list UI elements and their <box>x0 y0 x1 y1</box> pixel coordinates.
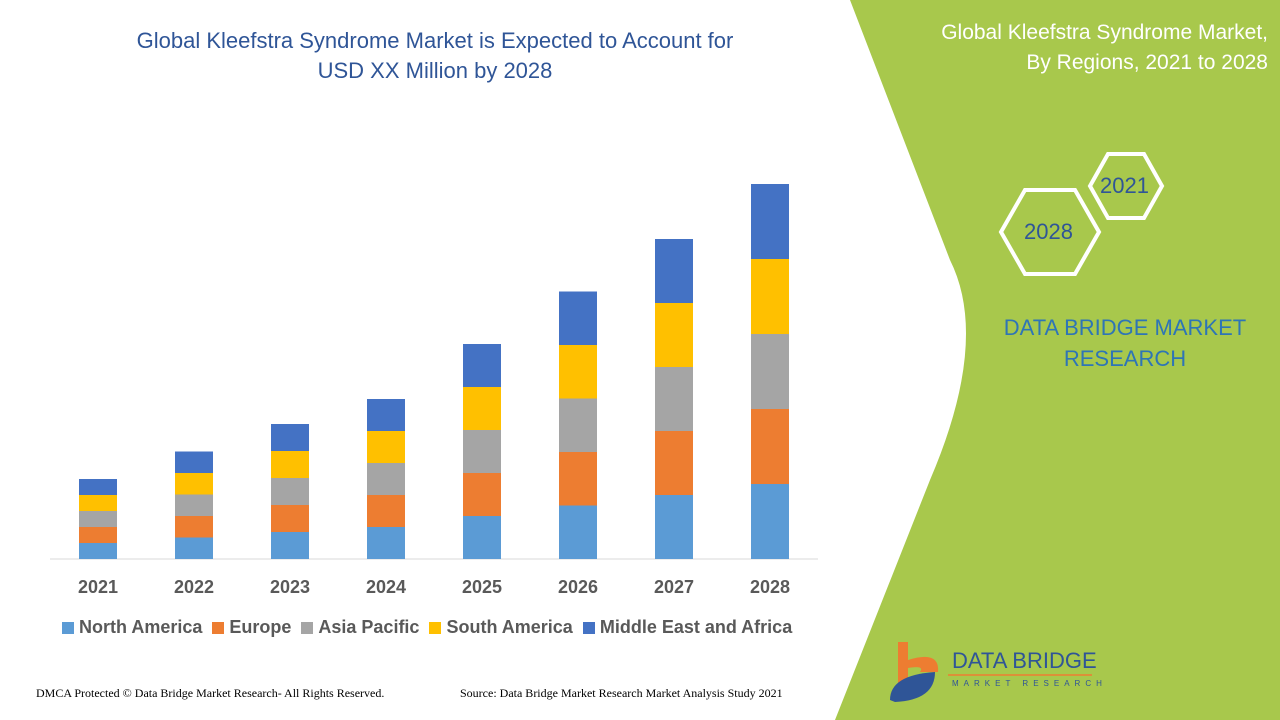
side-title-line-2: By Regions, 2021 to 2028 <box>1026 51 1268 74</box>
source-text: Source: Data Bridge Market Research Mark… <box>460 686 783 700</box>
chart-legend: North America Europe Asia Pacific South Ame… <box>62 617 792 638</box>
bar-segment-2024-south-america <box>367 431 405 463</box>
legend-label: South America <box>446 617 573 637</box>
bar-segment-2021-asia-pacific <box>79 511 117 527</box>
bar-segment-2021-south-america <box>79 495 117 511</box>
legend-item: Middle East and Africa <box>582 617 793 638</box>
x-tick-label: 2022 <box>174 577 214 597</box>
x-tick-label: 2027 <box>654 577 694 597</box>
legend-item: North America <box>62 617 202 638</box>
bar-segment-2026-north-america <box>559 505 597 559</box>
bar-segment-2023-middle-east-and-africa <box>271 424 309 451</box>
bar-segment-2022-middle-east-and-africa <box>175 451 213 473</box>
bar-segment-2028-middle-east-and-africa <box>751 184 789 259</box>
bar-segment-2024-middle-east-and-africa <box>367 399 405 431</box>
bar-segment-2027-middle-east-and-africa <box>655 239 693 303</box>
legend-label: Asia Pacific <box>318 617 420 637</box>
chart-title: Global Kleefstra Syndrome Market is Expe… <box>60 26 810 86</box>
bar-segment-2022-asia-pacific <box>175 494 213 516</box>
legend-swatch <box>62 621 74 634</box>
bar-segment-2023-south-america <box>271 451 309 478</box>
hexagon-2021-icon <box>1087 152 1165 220</box>
bar-segment-2021-europe <box>79 527 117 543</box>
legend-swatch <box>212 621 225 634</box>
legend-swatch <box>582 621 595 634</box>
bar-segment-2028-europe <box>751 409 789 484</box>
x-tick-label: 2021 <box>78 577 118 597</box>
bar-segment-2022-north-america <box>175 537 213 559</box>
bar-segment-2027-asia-pacific <box>655 367 693 431</box>
logo-icon <box>890 642 1092 702</box>
legend-label: Europe <box>229 617 292 637</box>
bar-segment-2028-asia-pacific <box>751 334 789 409</box>
bar-segment-2027-north-america <box>655 495 693 559</box>
hex-label-2021: 2021 <box>1100 173 1149 198</box>
x-tick-label: 2026 <box>558 577 598 597</box>
bar-segment-2026-middle-east-and-africa <box>559 291 597 345</box>
bar-segment-2022-south-america <box>175 473 213 495</box>
x-tick-label: 2028 <box>750 577 790 597</box>
hex-label-2028: 2028 <box>1024 219 1073 244</box>
bar-segment-2021-middle-east-and-africa <box>79 479 117 495</box>
brand-text: DATA BRIDGE MARKET RESEARCH <box>985 312 1265 374</box>
bar-segment-2028-south-america <box>751 259 789 334</box>
bar-segment-2022-europe <box>175 516 213 538</box>
legend-item: Asia Pacific <box>301 617 419 638</box>
bar-segment-2027-europe <box>655 431 693 495</box>
x-tick-label: 2023 <box>270 577 310 597</box>
bar-segment-2026-asia-pacific <box>559 398 597 452</box>
bar-segment-2025-south-america <box>463 387 501 430</box>
side-title-line-1: Global Kleefstra Syndrome Market, <box>941 21 1268 44</box>
bar-segment-2024-north-america <box>367 527 405 559</box>
legend-item: Europe <box>212 617 291 638</box>
bar-segment-2023-north-america <box>271 532 309 559</box>
bar-segment-2025-europe <box>463 473 501 516</box>
legend-label: Middle East and Africa <box>599 617 793 637</box>
green-side-panel <box>835 0 1280 720</box>
title-line-1: Global Kleefstra Syndrome Market is Expe… <box>136 28 734 53</box>
copyright-text: DMCA Protected © Data Bridge Market Rese… <box>36 686 385 700</box>
legend-label: North America <box>79 617 203 637</box>
side-panel-title: Global Kleefstra Syndrome Market, By Reg… <box>868 18 1268 78</box>
title-line-2: USD XX Million by 2028 <box>317 58 553 83</box>
x-tick-label: 2024 <box>366 577 406 597</box>
x-tick-label: 2025 <box>462 577 502 597</box>
bar-segment-2028-north-america <box>751 484 789 559</box>
legend-swatch <box>301 621 314 634</box>
bar-segment-2025-middle-east-and-africa <box>463 344 501 387</box>
bar-segment-2026-europe <box>559 452 597 506</box>
bar-segment-2027-south-america <box>655 303 693 367</box>
bar-segment-2025-asia-pacific <box>463 430 501 473</box>
logo-subtext: MARKET RESEARCH <box>952 679 1107 688</box>
brand-line-1: DATA BRIDGE MARKET <box>1003 315 1247 340</box>
bar-segment-2024-europe <box>367 495 405 527</box>
bar-segment-2023-europe <box>271 505 309 532</box>
bar-segment-2023-asia-pacific <box>271 478 309 505</box>
bar-segment-2026-south-america <box>559 345 597 399</box>
brand-line-2: RESEARCH <box>1063 346 1187 371</box>
legend-item: South America <box>429 617 573 638</box>
bar-segment-2024-asia-pacific <box>367 463 405 495</box>
logo-text: DATA BRIDGE <box>952 648 1097 673</box>
legend-swatch <box>429 621 442 634</box>
bar-segment-2021-north-america <box>79 543 117 559</box>
bar-segment-2025-north-america <box>463 516 501 559</box>
hexagon-2028-icon <box>998 188 1102 276</box>
